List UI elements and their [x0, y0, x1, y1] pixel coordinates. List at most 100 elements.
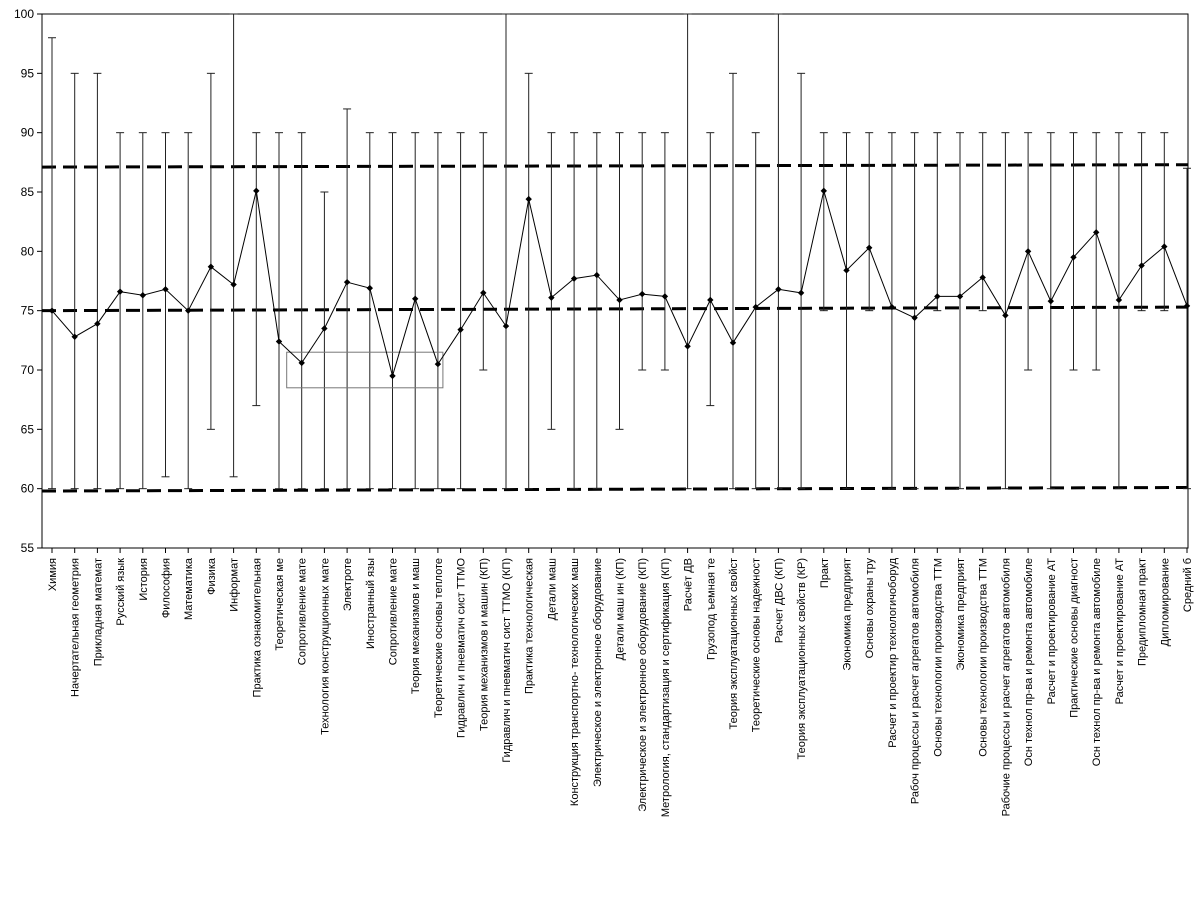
- x-tick-label: Практика ознакомительная: [251, 558, 263, 697]
- data-point: [797, 289, 805, 297]
- data-point: [207, 263, 215, 270]
- data-point: [116, 288, 124, 295]
- x-tick-label: Рабочие процессы и расчет агрегатов авто…: [1000, 558, 1012, 816]
- x-tick-label: Теоретическая ме: [274, 558, 286, 651]
- x-tick-label: Метрология, стандартизация и сертификаци…: [660, 558, 672, 817]
- x-tick-label: Практика технологическая: [524, 558, 536, 694]
- x-tick-label: История: [138, 558, 150, 601]
- data-point: [570, 275, 578, 282]
- data-point: [911, 314, 918, 321]
- x-tick-label: Теория эксплуатационных свойств (КР): [796, 558, 808, 760]
- data-point: [321, 325, 328, 332]
- x-tick-label: Русский язык: [115, 558, 127, 626]
- data-point: [275, 338, 283, 345]
- data-point: [616, 296, 623, 304]
- data-point: [548, 294, 555, 301]
- x-tick-label: Расчет ДВС (КП): [773, 558, 785, 643]
- x-tick-label: Практ: [819, 558, 831, 588]
- x-tick-label: Основы технологии производства ТТМ: [978, 558, 990, 757]
- x-tick-label: Философия: [161, 558, 173, 618]
- data-point: [820, 187, 827, 195]
- x-tick-label: Осн технол пр-ва и ремонта автомобиле: [1023, 558, 1035, 766]
- x-tick-label: Гидравлич и пневматич сист ТТМО (КП): [501, 558, 513, 763]
- x-tick-label: Начертательная геометрия: [70, 558, 82, 697]
- x-tick-labels: Химия Начертательная геометрия Прикладная …: [47, 557, 1194, 817]
- x-tick-label: Экономика предприят: [955, 558, 967, 671]
- x-tick-label: Расчет и проектирование АТ: [1114, 558, 1126, 705]
- x-tick-label: Предипломная практ: [1137, 558, 1149, 666]
- data-point: [253, 187, 260, 195]
- x-tick-label: Информат: [229, 558, 241, 612]
- x-tick-label: Основы технологии производства ТТМ: [932, 558, 944, 757]
- data-point: [843, 267, 850, 274]
- y-tick-labels: 55 60 65 70 75 80 85 90 95 100: [14, 7, 34, 555]
- x-tick-label: Детали маш: [546, 558, 558, 621]
- data-point: [343, 278, 351, 286]
- data-point: [480, 289, 487, 297]
- x-tick-label: Математика: [183, 557, 195, 620]
- x-tick-label: Теория механизмов и машин (КП): [478, 558, 490, 731]
- y-tick-label: 85: [21, 185, 35, 199]
- x-tick-label: Теория эксплуатационных свойст: [728, 558, 740, 730]
- x-tick-label: Теория механизмов и маш: [410, 558, 422, 694]
- data-point: [71, 333, 78, 340]
- x-tick-label: Электрическое и электронное оборудование…: [637, 558, 649, 812]
- x-tick-label: Экономика предприят: [842, 558, 854, 671]
- x-tick-label: Технология конструкционных мате: [319, 558, 331, 735]
- data-point: [230, 281, 237, 288]
- data-point: [162, 286, 169, 293]
- data-point: [752, 303, 759, 311]
- x-tick-label: Физика: [206, 557, 218, 595]
- error-bars: [48, 13, 1191, 490]
- data-point: [1070, 254, 1077, 261]
- reference-line: [41, 305, 1189, 313]
- data-point: [866, 244, 873, 251]
- axes: [37, 13, 1189, 553]
- data-point: [457, 326, 464, 333]
- data-point: [525, 195, 532, 203]
- data-point: [888, 303, 896, 311]
- data-point: [1002, 312, 1009, 319]
- x-tick-label: Конструкция транспортно- технологических…: [569, 558, 581, 806]
- data-point: [434, 360, 442, 368]
- data-point: [139, 292, 146, 299]
- x-tick-label: Электрическое и электронное оборудование: [592, 558, 604, 787]
- y-tick-label: 95: [21, 66, 35, 80]
- x-tick-label: Теоретические основы надежност: [751, 558, 763, 732]
- data-point: [979, 274, 986, 281]
- data-point: [94, 320, 101, 327]
- data-point: [1093, 229, 1100, 236]
- y-tick-label: 60: [21, 482, 35, 496]
- data-point: [684, 343, 691, 350]
- plot-frame: [41, 13, 1189, 549]
- data-point: [707, 296, 714, 304]
- x-tick-label: Дипломирование: [1159, 558, 1171, 646]
- x-tick-label: Электроте: [342, 558, 354, 611]
- y-tick-label: 70: [21, 363, 35, 377]
- data-point: [1161, 243, 1168, 250]
- x-tick-label: Детали маш ин (КП): [615, 558, 627, 660]
- y-tick-label: 90: [21, 126, 35, 140]
- x-tick-label: Основы охраны тру: [864, 558, 876, 659]
- x-tick-label: Химия: [47, 558, 59, 591]
- data-point: [366, 284, 373, 292]
- y-tick-label: 55: [21, 541, 35, 555]
- highlight-box-group: [286, 351, 444, 389]
- x-tick-label: Расчет и проектирование АТ: [1046, 558, 1058, 705]
- data-points: [48, 187, 1191, 380]
- x-tick-label: Осн технол пр-ва и ремонта автомобиле: [1091, 558, 1103, 766]
- data-point: [1115, 296, 1123, 304]
- x-tick-label: Сопротивление мате: [388, 558, 400, 665]
- x-tick-label: Сопротивление мате: [297, 558, 309, 665]
- x-tick-label: Расчёт ДВ: [683, 558, 695, 611]
- x-tick-label: Гидравлич и пневматич сист ТТМО: [456, 558, 468, 738]
- data-point: [934, 293, 941, 300]
- x-tick-label: Практические основы диагност: [1069, 558, 1081, 718]
- x-tick-label: Иностранный язы: [365, 558, 377, 649]
- reference-lines: [41, 163, 1189, 493]
- data-point: [389, 372, 396, 380]
- y-tick-label: 65: [21, 422, 35, 436]
- data-point: [661, 293, 669, 300]
